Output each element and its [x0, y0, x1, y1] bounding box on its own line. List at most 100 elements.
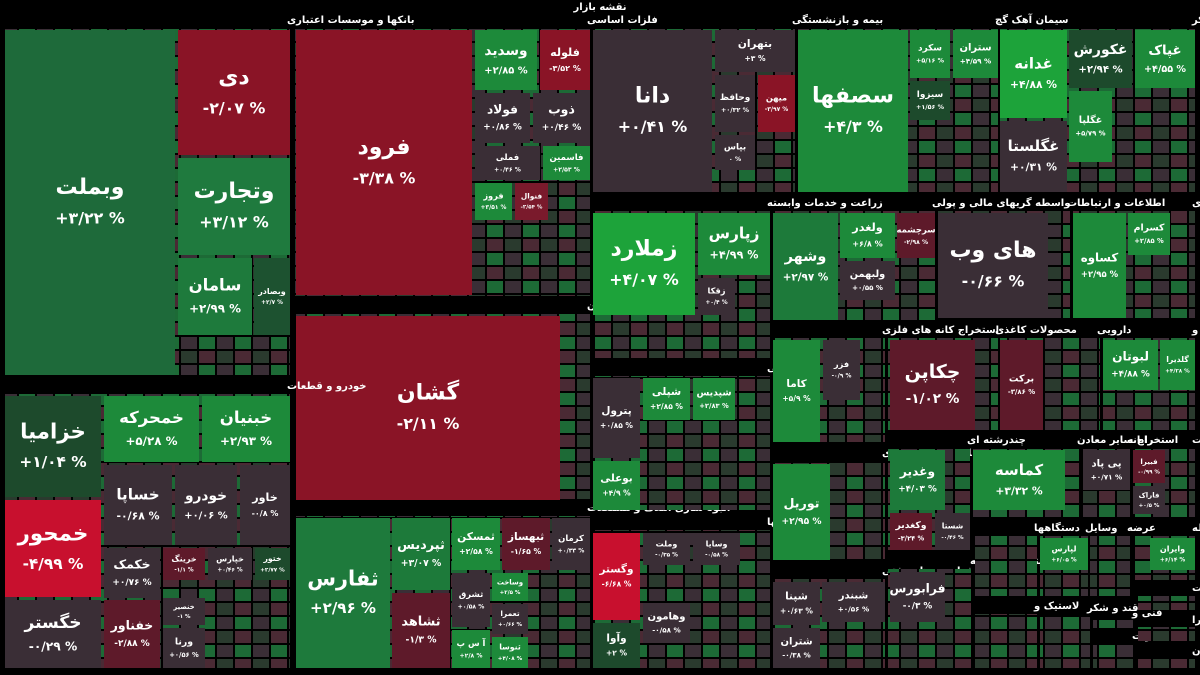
stock-symbol: پی پاد	[1092, 459, 1122, 470]
stock-symbol: ثشرق	[459, 589, 484, 600]
stock-tile	[104, 600, 160, 668]
stock-tile	[910, 30, 950, 78]
stock-change: +۰/۵ %	[1139, 503, 1160, 509]
stock-change: -۶/۶۸ %	[602, 579, 632, 588]
stock-change: -۲/۱۱ %	[397, 414, 460, 433]
stock-symbol: سصفها	[812, 84, 894, 109]
stock-symbol: شستا	[942, 521, 964, 530]
stock-change: +۰/۵۸ %	[458, 603, 485, 610]
stock-tile	[897, 213, 935, 258]
stock-change: +۰/۵۵ %	[852, 283, 883, 292]
stock-symbol: ختور	[262, 554, 281, 563]
stock-tile	[475, 30, 537, 90]
stock-symbol: گشان	[397, 379, 459, 406]
stock-symbol: شپلی	[652, 386, 681, 398]
map-title: نقشه بازار	[572, 2, 626, 13]
sector-area	[975, 536, 1037, 596]
stock-change: +۱/۰۴ %	[19, 453, 86, 471]
stock-tile	[178, 158, 290, 255]
stock-symbol: پترول	[601, 405, 631, 417]
sector-name: رایانه	[1127, 435, 1154, 446]
stock-change: -۳/۳۸ %	[353, 169, 416, 188]
stock-symbol: فنوال	[521, 192, 542, 201]
stock-symbol: کاما	[786, 378, 807, 390]
stock-symbol: ستران	[959, 43, 991, 54]
stock-tile	[1069, 91, 1112, 162]
stock-change: +۲/۸۵ %	[650, 402, 683, 411]
stock-change: -۰/۸ %	[252, 509, 279, 518]
stock-tile	[773, 213, 838, 320]
stock-change: -۲/۵۴ %	[521, 205, 543, 211]
stock-change: +۰/۳۱ %	[1010, 161, 1057, 174]
sector-name: فلزات اساسی	[587, 15, 658, 26]
stock-tile	[163, 548, 205, 580]
stock-change: -۲/۸۸ %	[114, 639, 149, 649]
stock-tile	[715, 75, 755, 132]
stock-tile	[1128, 213, 1170, 255]
stock-change: +۴/۸۸ %	[1111, 370, 1150, 380]
sector-name: بانکها و موسسات اعتباری	[287, 15, 414, 26]
stock-change: +۲/۸۳ %	[699, 402, 729, 410]
stock-tile	[452, 573, 490, 627]
stock-change: +۰/۸۶ %	[483, 123, 522, 133]
stock-tile	[890, 513, 932, 550]
stock-symbol: فزر	[833, 359, 849, 370]
stock-symbol: فملی	[496, 153, 519, 163]
stock-tile	[698, 213, 770, 275]
stock-symbol: سیزوا	[917, 90, 943, 100]
stock-tile	[938, 213, 1048, 318]
stock-change: +۲/۷۷ %	[260, 567, 285, 573]
stock-tile	[296, 518, 390, 668]
stock-tile	[798, 30, 908, 192]
stock-symbol: وهامون	[648, 612, 686, 623]
stock-symbol: ثبهساز	[507, 530, 544, 543]
sector-area	[1040, 616, 1090, 668]
stock-change: +۲/۹۶ %	[310, 599, 376, 617]
stock-tile	[202, 396, 290, 462]
stock-tile	[593, 461, 640, 510]
stock-symbol: وبملت	[56, 175, 125, 200]
stock-symbol: خفناور	[110, 617, 154, 632]
sector-name: چندرشته ای	[967, 435, 1026, 446]
stock-symbol: فبیرا	[1140, 457, 1158, 466]
stock-tile	[475, 146, 540, 180]
stock-symbol: شتران	[780, 637, 812, 648]
stock-symbol: فولاد	[487, 103, 518, 117]
stock-change: +۵/۱۶ %	[916, 57, 945, 65]
stock-symbol: گلدیرا	[1166, 354, 1189, 364]
sector-name: قند و شکر	[1086, 603, 1138, 614]
stock-symbol: خودرو	[184, 488, 227, 504]
stock-tile	[840, 261, 895, 300]
stock-symbol: ثشاهد	[401, 615, 440, 630]
stock-tile	[773, 464, 830, 560]
stock-symbol: لبوتان	[1112, 350, 1149, 364]
stock-tile	[593, 378, 640, 458]
stock-change: +۴/۳ %	[823, 117, 883, 136]
stock-symbol: وغدیر	[899, 465, 935, 479]
stock-tile	[296, 316, 560, 500]
stock-tile	[552, 518, 590, 570]
sector-area	[1138, 658, 1195, 668]
sector-area	[1138, 596, 1195, 610]
sector-name: محصولات کاغذی	[995, 325, 1077, 336]
stock-symbol: لپارس	[1052, 544, 1077, 554]
stock-tile	[698, 278, 735, 315]
stock-symbol: دانا	[635, 84, 670, 109]
stock-change: +۳/۱۲ %	[199, 213, 269, 232]
stock-tile	[890, 450, 945, 510]
stock-tile	[773, 628, 820, 668]
sector-name: مد فنا پیمان	[1192, 646, 1200, 657]
stock-tile	[758, 75, 795, 132]
sector-area	[1090, 536, 1130, 596]
sector-name: خودرو و قطعات	[287, 381, 367, 392]
stock-change: +۴/۵۵ %	[1144, 64, 1186, 75]
stock-symbol: خزامیا	[20, 420, 86, 445]
stock-symbol: فرود	[357, 135, 410, 160]
sector-name: استخراج سایر معادن	[1077, 435, 1178, 446]
stock-symbol: زپارس	[709, 224, 760, 243]
stock-tile	[1160, 340, 1195, 390]
stock-symbol: سامان	[189, 275, 242, 294]
stock-change: +۰/۷۶ %	[112, 578, 151, 588]
stock-change: +۰/۳۲ %	[721, 106, 750, 114]
